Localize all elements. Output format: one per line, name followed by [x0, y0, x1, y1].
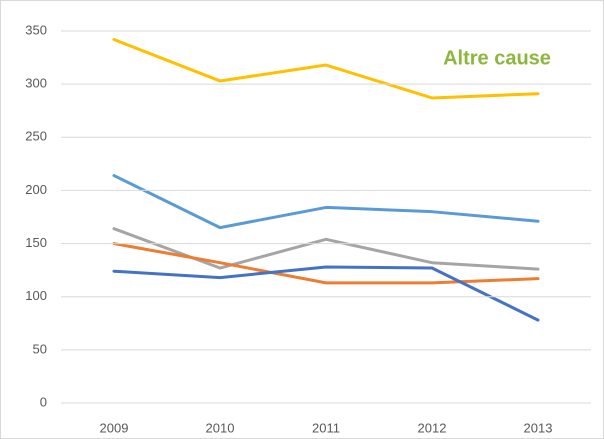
line-series — [112, 265, 540, 322]
y-tick-label: 300 — [25, 76, 47, 91]
y-tick-label: 350 — [25, 22, 47, 37]
x-tick-label: 2009 — [100, 420, 129, 435]
x-tick-label: 2011 — [312, 420, 340, 435]
x-tick-label: 2010 — [206, 420, 235, 435]
y-tick-label: 50 — [33, 341, 47, 356]
line-series — [112, 38, 540, 100]
x-tick-label: 2012 — [418, 420, 447, 435]
line-series — [112, 242, 540, 285]
y-tick-label: 200 — [25, 182, 47, 197]
x-tick-label: 2013 — [524, 420, 553, 435]
y-tick-label: 0 — [40, 394, 47, 409]
line-series — [112, 174, 540, 230]
y-tick-label: 100 — [25, 288, 47, 303]
annotation: Altre cause — [443, 47, 551, 69]
y-tick-label: 150 — [25, 235, 47, 250]
y-tick-label: 250 — [25, 129, 47, 144]
